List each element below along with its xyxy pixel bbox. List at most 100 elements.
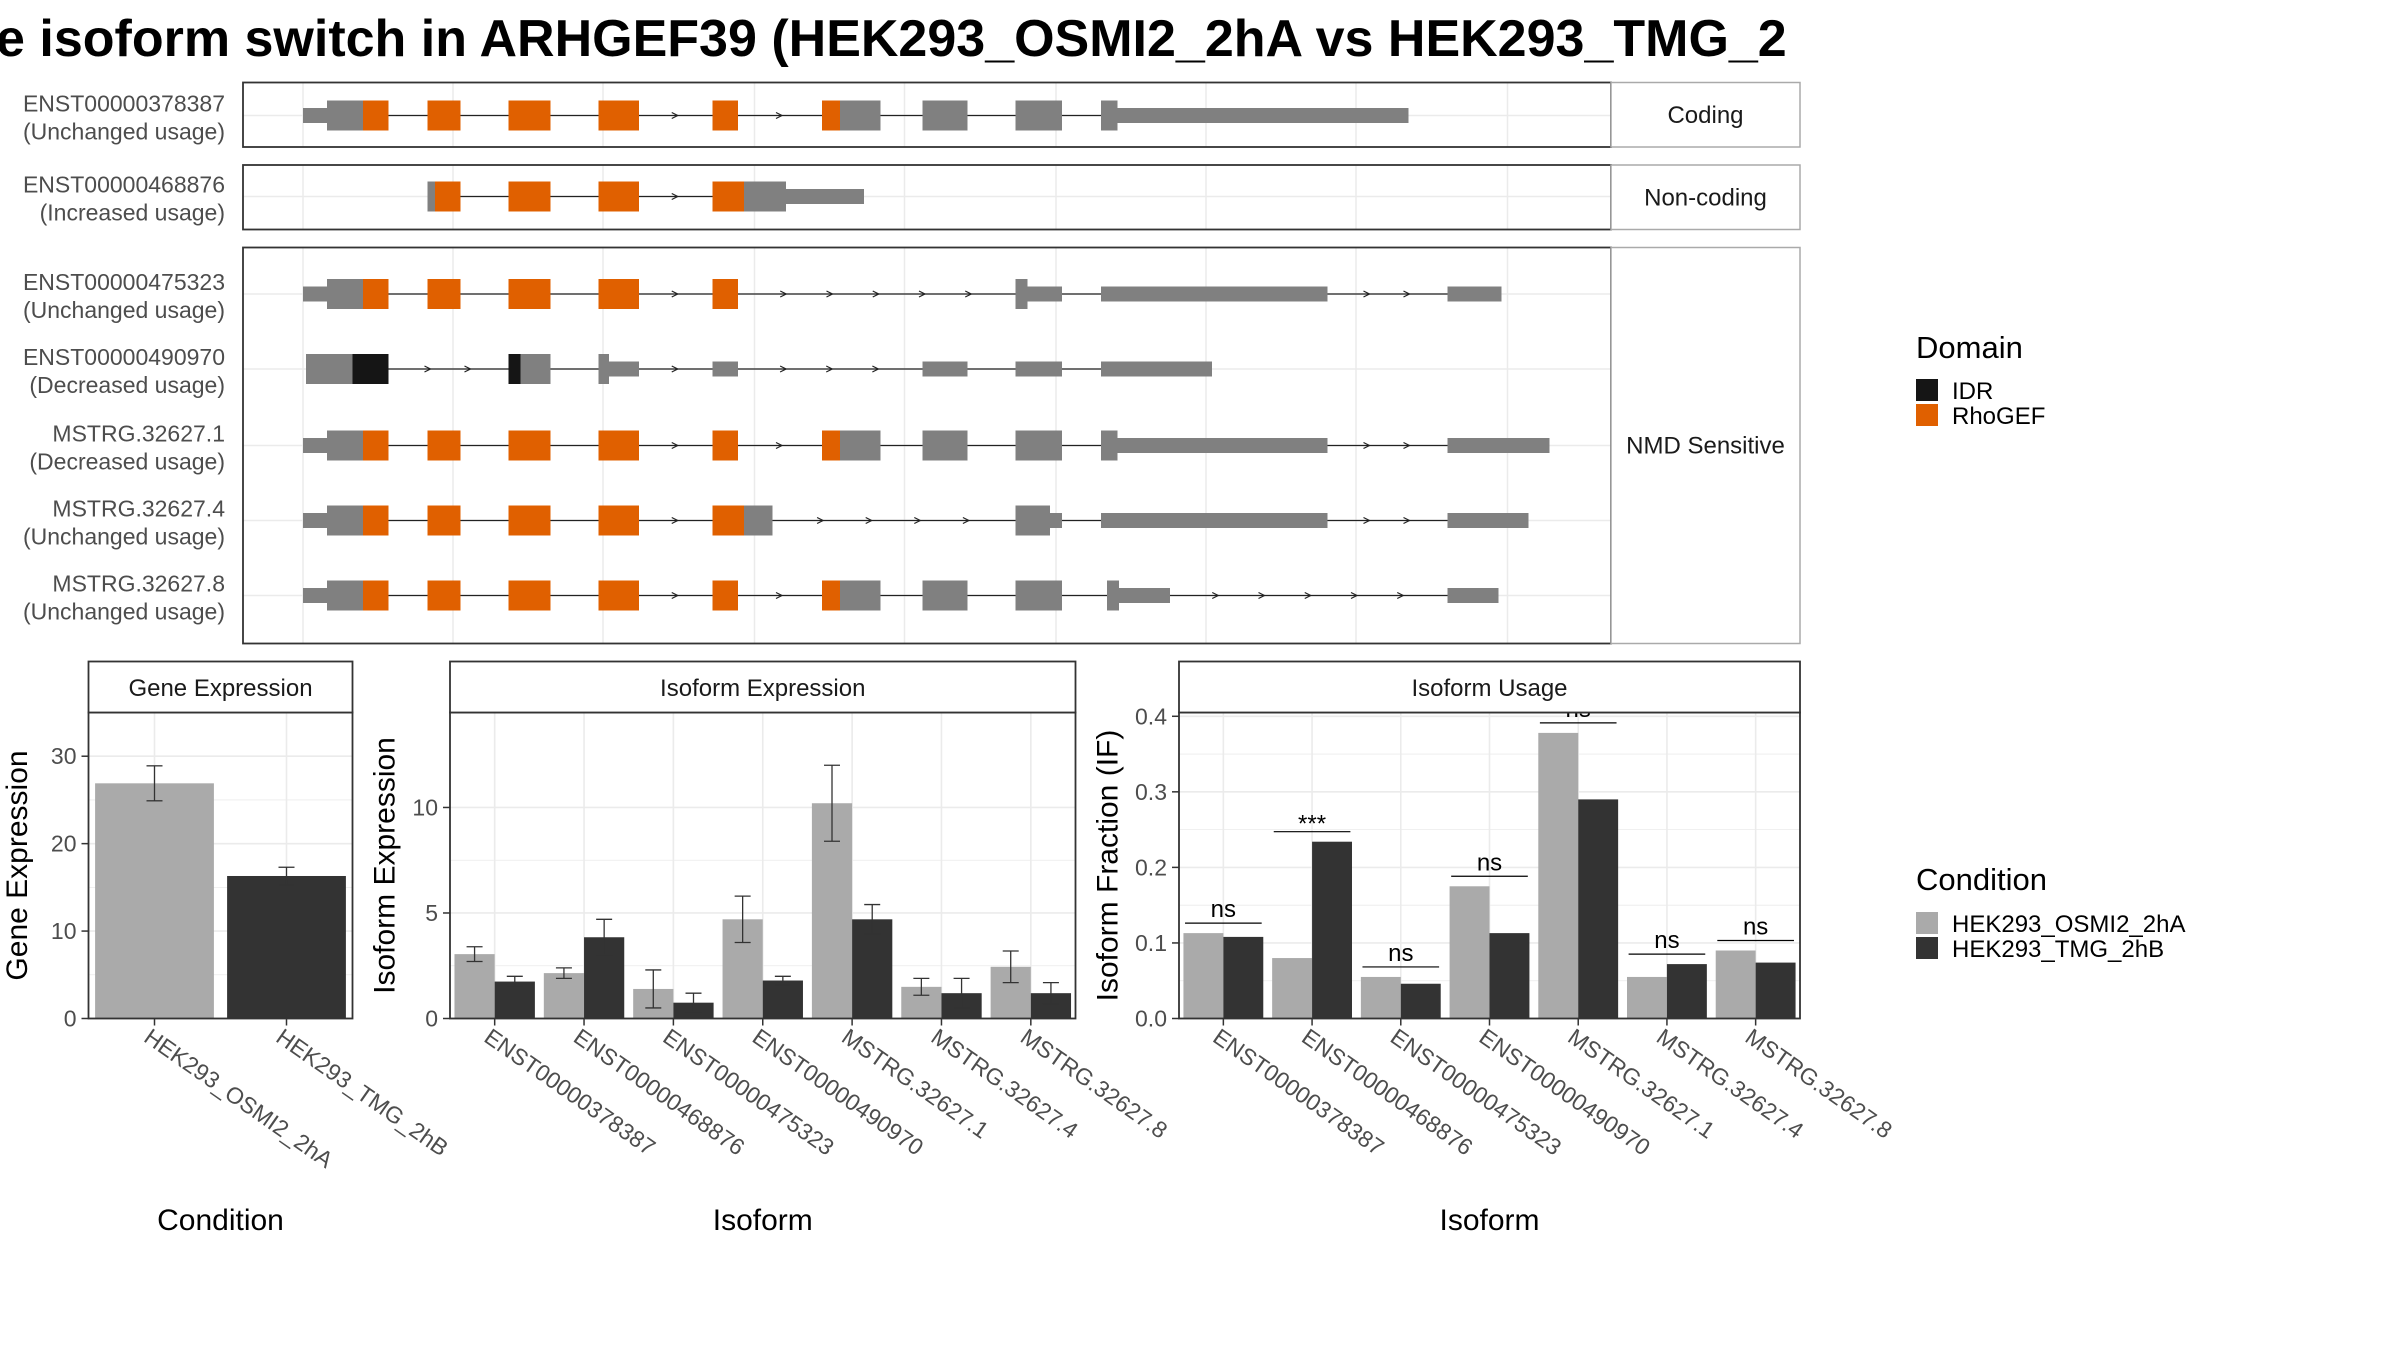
exon — [840, 100, 881, 131]
exon-rhogef — [598, 580, 639, 611]
exon — [1117, 438, 1328, 453]
bar — [1400, 983, 1441, 1019]
bar — [543, 973, 585, 1019]
exon-rhogef — [508, 100, 551, 131]
bar — [1578, 799, 1619, 1019]
isoform-label: ENST00000475323 — [23, 269, 225, 295]
exon-rhogef — [822, 100, 840, 131]
exon — [1015, 279, 1028, 309]
exon-rhogef — [598, 279, 639, 309]
chart-title: Gene Expression — [128, 675, 312, 702]
bar — [1715, 950, 1756, 1019]
exon — [327, 505, 363, 536]
exon — [1101, 513, 1328, 528]
intron-arrow — [1403, 516, 1411, 525]
exon — [520, 354, 551, 384]
exon-rhogef — [508, 279, 551, 309]
legend-key-condition-a — [1916, 912, 1938, 934]
y-tick-label: 20 — [51, 831, 77, 857]
intron-arrow — [918, 290, 927, 298]
chart-strip — [1178, 660, 1801, 714]
bar — [227, 875, 346, 1019]
exon-rhogef — [598, 430, 639, 461]
exon — [303, 588, 327, 603]
exon — [840, 430, 881, 461]
exon — [303, 286, 327, 302]
intron-arrow — [779, 290, 788, 298]
isoform-usage-label: (Unchanged usage) — [23, 119, 225, 145]
exon — [1101, 430, 1118, 461]
exon-rhogef — [427, 580, 461, 611]
exon-rhogef — [363, 430, 389, 461]
exon — [922, 580, 968, 611]
intron-arrow — [914, 516, 922, 525]
isoform-usage-label: (Decreased usage) — [29, 372, 225, 398]
exon — [1447, 286, 1502, 302]
exon — [1027, 286, 1062, 302]
domain-legend: Domain IDR RhoGEF — [1916, 330, 2045, 430]
intron-arrow — [1258, 591, 1266, 600]
structure-group-0: ENST00000378387(Unchanged usage) Coding — [23, 81, 1801, 148]
exon-rhogef — [508, 430, 551, 461]
exon-rhogef — [363, 505, 389, 536]
intron-arrow — [964, 290, 973, 298]
exon-rhogef — [822, 580, 840, 611]
exon-rhogef — [598, 505, 639, 536]
exon — [1447, 438, 1550, 453]
exon — [712, 361, 738, 377]
exon-rhogef — [427, 505, 461, 536]
exon-rhogef — [363, 580, 389, 611]
isoform-usage-label: (Unchanged usage) — [23, 297, 225, 323]
bar — [1183, 933, 1224, 1019]
exon — [1015, 430, 1062, 461]
intron-arrow — [826, 290, 834, 298]
legend-label-idr: IDR — [1952, 378, 1993, 405]
intron-arrow — [962, 516, 971, 525]
intron-arrow — [775, 441, 784, 450]
x-tick-label: MSTRG.32627.4 — [927, 1023, 1083, 1143]
exon — [427, 181, 435, 212]
exon — [1101, 361, 1212, 377]
bar — [1755, 962, 1796, 1019]
group-label: Coding — [1667, 102, 1743, 129]
x-tick-label: MSTRG.32627.1 — [837, 1023, 993, 1143]
exon — [922, 100, 968, 131]
exon — [1107, 580, 1119, 611]
exon — [1447, 588, 1499, 603]
intron-arrow — [671, 365, 680, 373]
x-axis-title: Isoform — [713, 1204, 813, 1237]
bar — [1627, 976, 1667, 1019]
figure-title: e isoform switch in ARHGEF39 (HEK293_OSM… — [0, 10, 1787, 68]
legend-label-condition-b: HEK293_TMG_2hB — [1952, 936, 2164, 963]
group-strip — [1610, 164, 1801, 231]
exon-rhogef — [427, 430, 461, 461]
bar — [1312, 841, 1352, 1019]
exon — [744, 505, 773, 536]
intron-arrow — [865, 516, 874, 525]
significance-label: ns — [1654, 927, 1679, 954]
y-axis-title: Gene Expression — [1, 750, 34, 980]
exon — [1015, 580, 1062, 611]
exon-rhogef — [598, 181, 639, 212]
bar — [1538, 732, 1579, 1019]
exon-rhogef — [712, 580, 738, 611]
bar — [494, 981, 535, 1019]
intron-arrow — [671, 441, 680, 450]
exon-rhogef — [598, 100, 639, 131]
exon-rhogef — [508, 181, 551, 212]
y-tick-label: 30 — [51, 743, 77, 769]
exon — [922, 430, 968, 461]
intron-arrow — [1363, 290, 1371, 298]
exon — [306, 354, 353, 384]
significance-label: *** — [1298, 811, 1326, 838]
isoform-label: MSTRG.32627.4 — [52, 496, 225, 522]
exon-rhogef — [508, 580, 551, 611]
significance-label: ns — [1211, 896, 1236, 923]
chart-strip — [87, 660, 354, 714]
isoform-label: MSTRG.32627.8 — [52, 571, 225, 597]
intron-arrow — [775, 591, 784, 600]
exon-rhogef — [508, 505, 551, 536]
intron-arrow — [671, 111, 680, 120]
